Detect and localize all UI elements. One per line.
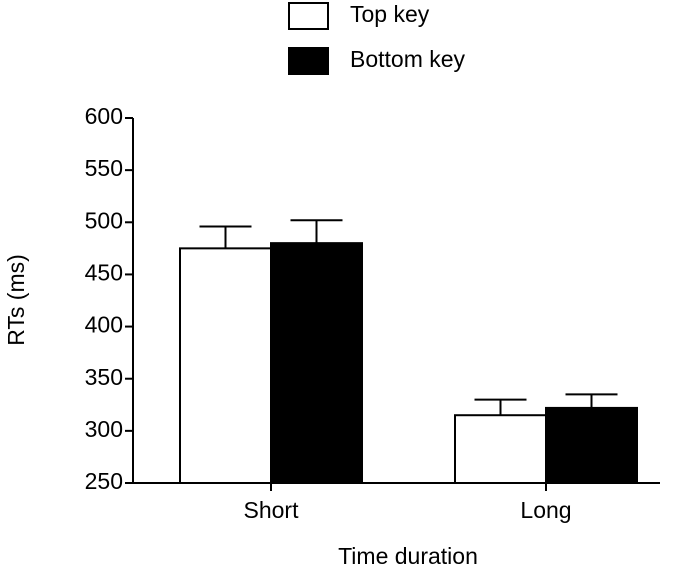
y-tick-label: 500 <box>85 207 123 233</box>
bar <box>545 406 638 484</box>
bar <box>179 247 272 484</box>
y-tick-label: 300 <box>85 416 123 442</box>
x-tick-label: Short <box>244 497 300 523</box>
y-tick-label: 400 <box>85 312 123 338</box>
legend-swatch <box>288 2 329 30</box>
y-tick-label: 350 <box>85 364 123 390</box>
legend-label: Top key <box>350 1 430 27</box>
y-tick-label: 450 <box>85 260 123 286</box>
legend-swatch <box>288 47 329 75</box>
x-axis-label: Time duration <box>338 543 478 569</box>
y-tick-label: 250 <box>85 468 123 494</box>
y-axis-label: RTs (ms) <box>3 254 29 346</box>
y-tick-label: 550 <box>85 155 123 181</box>
legend-label: Bottom key <box>350 46 466 72</box>
x-tick-label: Long <box>520 497 571 523</box>
bar <box>270 242 363 484</box>
y-tick-label: 600 <box>85 103 123 129</box>
bar <box>454 414 547 485</box>
